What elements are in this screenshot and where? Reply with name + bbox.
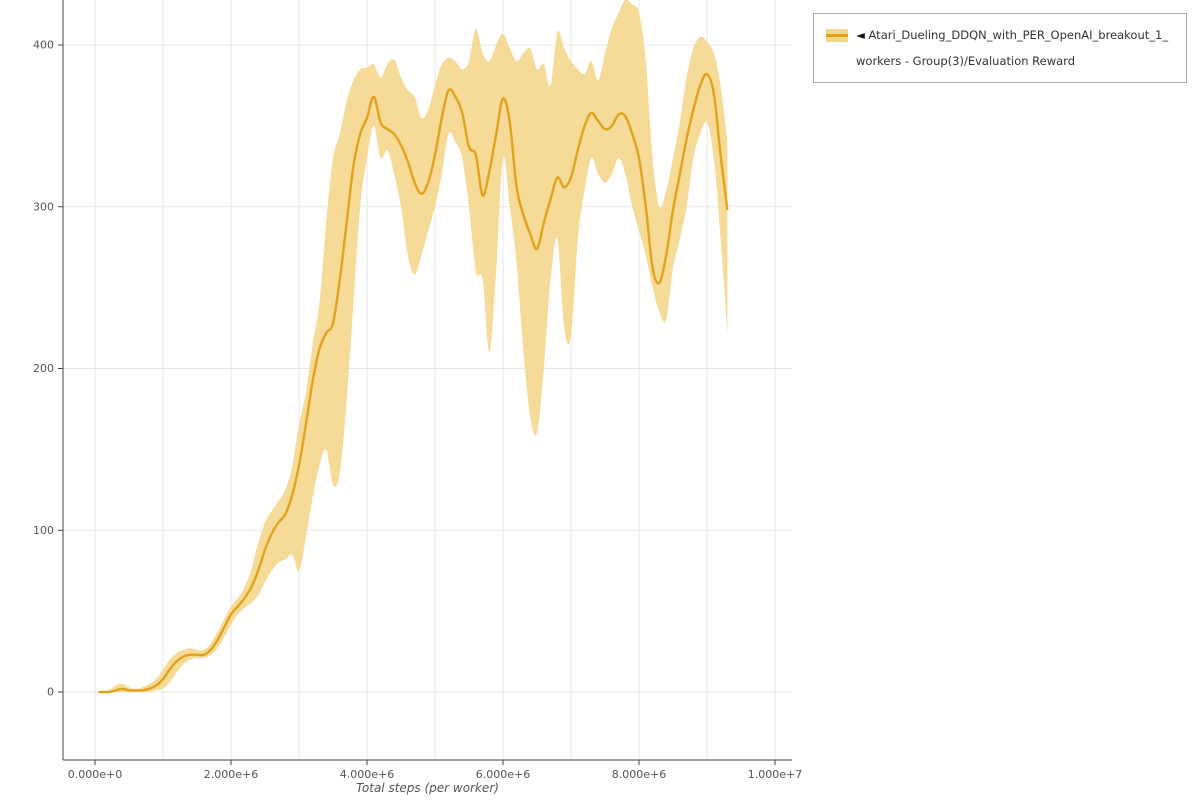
svg-text:6.000e+6: 6.000e+6 xyxy=(476,768,530,781)
svg-text:8.000e+6: 8.000e+6 xyxy=(612,768,666,781)
svg-text:200: 200 xyxy=(33,362,54,375)
svg-text:300: 300 xyxy=(33,200,54,213)
svg-text:1.000e+7: 1.000e+7 xyxy=(748,768,802,781)
axes xyxy=(58,0,792,765)
x-axis-title: Total steps (per worker) xyxy=(356,781,499,795)
series-evaluation-reward xyxy=(98,0,729,694)
svg-text:100: 100 xyxy=(33,524,54,537)
y-tick-labels: 0 100 200 300 400 xyxy=(33,39,54,699)
confidence-band xyxy=(98,0,728,693)
svg-text:0: 0 xyxy=(47,686,54,699)
svg-text:0.000e+0: 0.000e+0 xyxy=(68,768,122,781)
legend-series-line-swatch xyxy=(826,34,848,37)
svg-text:2.000e+6: 2.000e+6 xyxy=(204,768,258,781)
mean-line xyxy=(98,72,729,694)
legend-collapse-icon[interactable]: ◄ xyxy=(856,28,865,42)
legend-series-name: Atari_Dueling_DDQN_with_PER_OpenAI_break… xyxy=(856,28,1169,68)
legend-series-swatch xyxy=(826,29,848,42)
legend-entry-label[interactable]: ◄ Atari_Dueling_DDQN_with_PER_OpenAI_bre… xyxy=(856,22,1174,74)
x-tick-labels: 0.000e+0 2.000e+6 4.000e+6 6.000e+6 8.000e+6… xyxy=(68,768,802,781)
svg-text:400: 400 xyxy=(33,39,54,52)
svg-text:4.000e+6: 4.000e+6 xyxy=(340,768,394,781)
legend[interactable]: ◄ Atari_Dueling_DDQN_with_PER_OpenAI_bre… xyxy=(813,13,1187,83)
